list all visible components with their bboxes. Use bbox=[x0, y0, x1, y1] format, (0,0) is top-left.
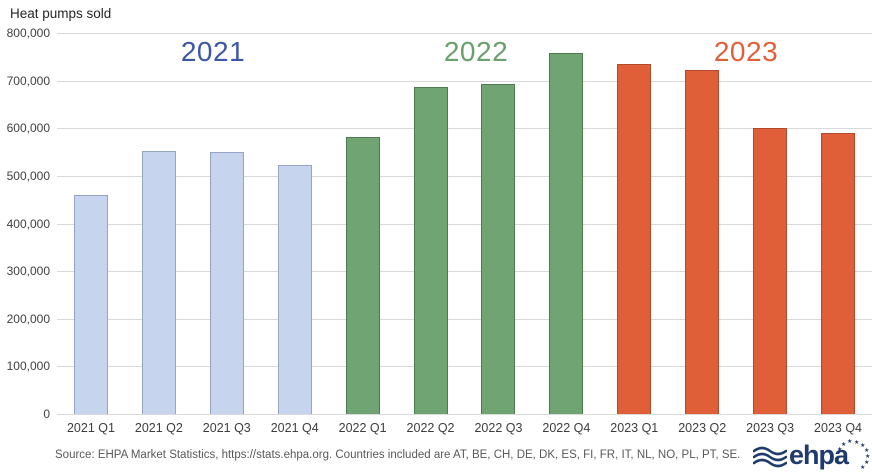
bar-2023-q3 bbox=[753, 127, 788, 414]
bar-2022-q3 bbox=[481, 83, 516, 414]
x-axis-tick-label: 2022 Q1 bbox=[338, 421, 387, 435]
year-label-2021: 2021 bbox=[180, 36, 246, 67]
y-axis-tick-label: 800,000 bbox=[6, 26, 50, 40]
gridline-300000 bbox=[57, 271, 872, 273]
x-axis-tick-label: 2021 Q1 bbox=[66, 421, 115, 435]
source-note: Source: EHPA Market Statistics, https://… bbox=[55, 449, 741, 461]
y-axis-tick-label: 700,000 bbox=[6, 73, 50, 88]
chart-title: Heat pumps sold bbox=[10, 6, 112, 21]
gridline-0 bbox=[57, 414, 872, 415]
y-axis-tick-label: 600,000 bbox=[6, 121, 50, 136]
star-icon: ★ bbox=[854, 440, 860, 446]
star-icon: ★ bbox=[860, 443, 866, 449]
x-axis-tick-label: 2021 Q4 bbox=[270, 421, 319, 435]
gridline-400000 bbox=[57, 223, 872, 225]
star-icon: ★ bbox=[837, 447, 843, 453]
y-axis-tick-label: 400,000 bbox=[6, 216, 50, 231]
bar-2023-q4 bbox=[821, 133, 856, 414]
star-icon: ★ bbox=[865, 454, 871, 460]
ehpa-logo-text: ehpa bbox=[789, 440, 849, 470]
star-icon: ★ bbox=[847, 439, 853, 445]
y-axis-tick-label: 300,000 bbox=[6, 264, 50, 279]
x-axis-tick-label: 2023 Q4 bbox=[814, 421, 863, 435]
bar-2021-q1 bbox=[73, 194, 108, 414]
gridline-500000 bbox=[57, 175, 872, 177]
bar-2022-q4 bbox=[549, 52, 584, 414]
bar-2022-q2 bbox=[413, 87, 448, 414]
gridline-200000 bbox=[57, 318, 872, 320]
y-axis-tick-label: 500,000 bbox=[6, 168, 50, 183]
x-axis-tick-label: 2023 Q3 bbox=[746, 421, 795, 435]
x-axis-tick-label: 2021 Q3 bbox=[202, 421, 251, 435]
bar-2022-q1 bbox=[345, 136, 380, 414]
y-axis-tick-label: 200,000 bbox=[6, 311, 50, 326]
year-label-2023: 2023 bbox=[713, 36, 779, 67]
x-axis-tick-label: 2022 Q3 bbox=[474, 421, 523, 435]
star-icon: ★ bbox=[860, 465, 866, 471]
y-axis-tick-label: 0 bbox=[43, 407, 50, 421]
year-label-2022: 2022 bbox=[443, 36, 509, 67]
y-axis-tick-label: 100,000 bbox=[6, 359, 50, 374]
ehpa-wave-icon bbox=[753, 446, 787, 468]
bar-2021-q2 bbox=[141, 150, 176, 414]
bar-2021-q4 bbox=[277, 164, 312, 414]
star-icon: ★ bbox=[864, 448, 870, 454]
x-axis-tick-label: 2023 Q1 bbox=[610, 421, 659, 435]
star-icon: ★ bbox=[864, 460, 870, 466]
x-axis-tick-label: 2021 Q2 bbox=[134, 421, 183, 435]
x-axis-tick-label: 2022 Q4 bbox=[542, 421, 591, 435]
bar-2023-q1 bbox=[617, 63, 652, 414]
gridline-700000 bbox=[57, 80, 872, 82]
star-icon: ★ bbox=[841, 442, 847, 448]
gridline-100000 bbox=[57, 366, 872, 368]
x-axis-tick-label: 2023 Q2 bbox=[678, 421, 727, 435]
gridline-600000 bbox=[57, 128, 872, 130]
gridline-800000 bbox=[57, 33, 872, 34]
bar-2023-q2 bbox=[685, 69, 720, 414]
bar-2021-q3 bbox=[209, 151, 244, 414]
ehpa-logo: ehpa ★ ★ ★ ★ ★ ★ ★ ★ ★ bbox=[753, 438, 872, 476]
x-axis-tick-label: 2022 Q2 bbox=[406, 421, 455, 435]
